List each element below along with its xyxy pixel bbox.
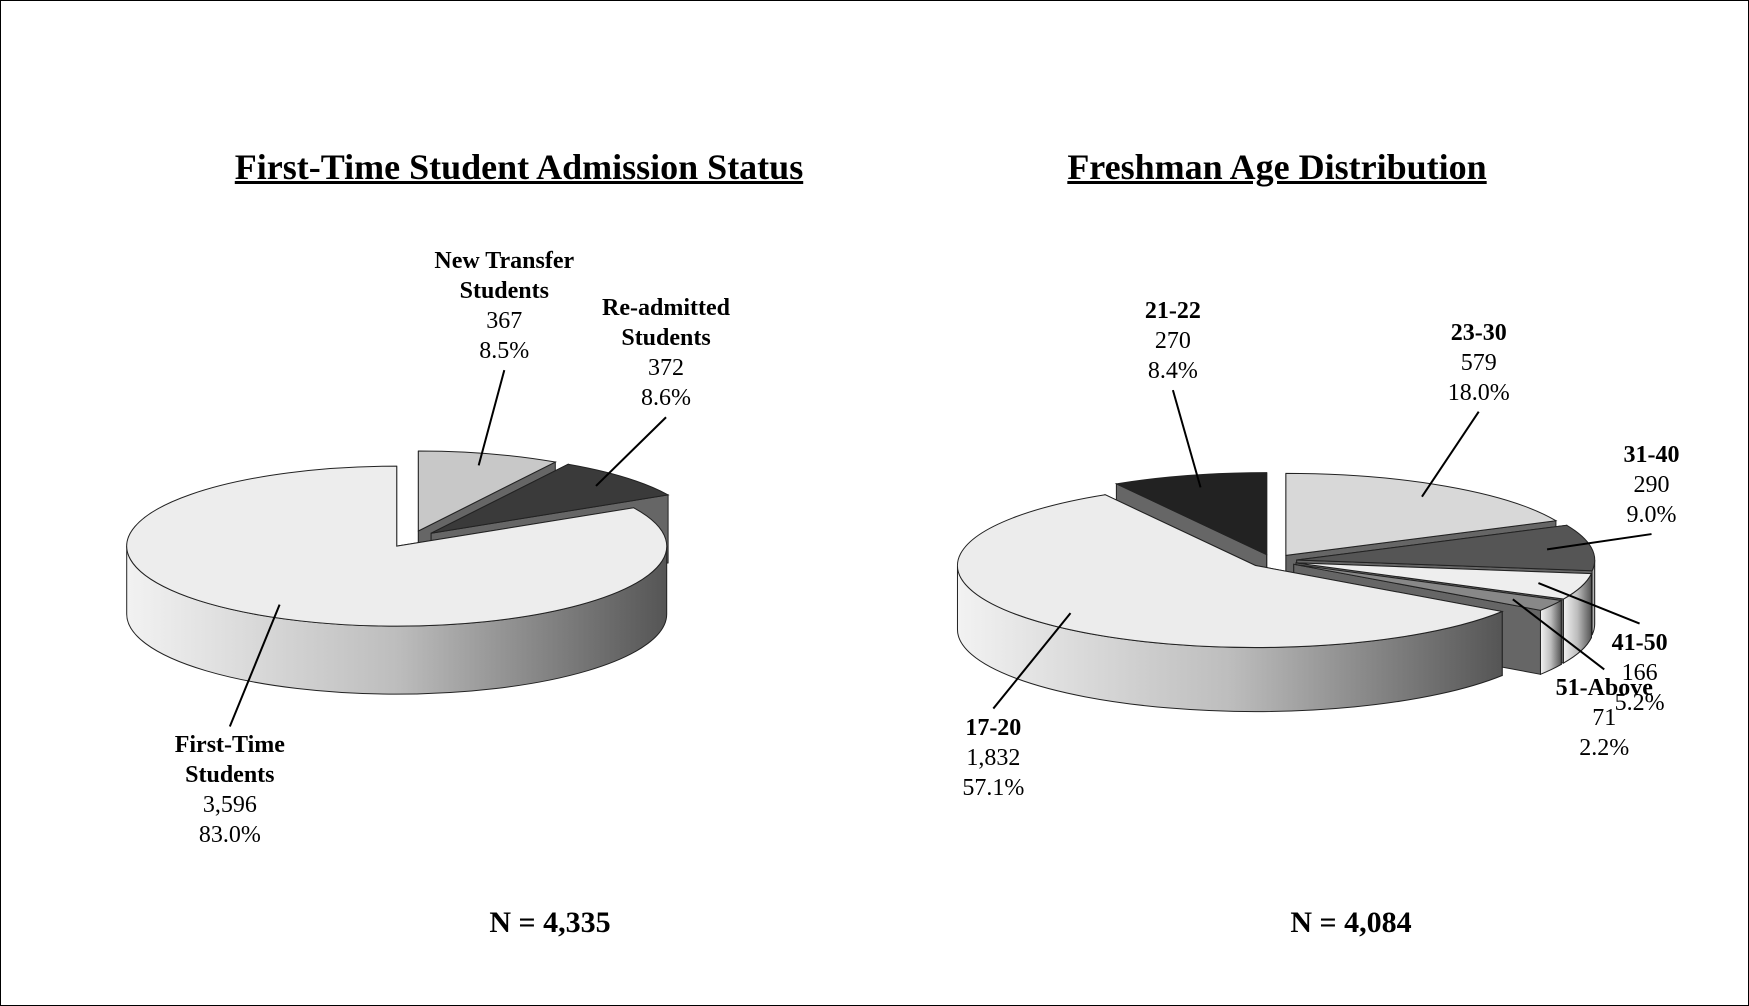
leader-line — [595, 416, 667, 487]
slice-top — [1296, 524, 1596, 572]
slice-name: 17-20 — [965, 714, 1022, 741]
slice-label: 21-22 270 8.4% — [1078, 296, 1268, 386]
leader-line — [1512, 598, 1605, 671]
leader-line — [1546, 533, 1652, 551]
slice-label: 31-40 290 9.0% — [1557, 440, 1747, 530]
slice-top — [430, 463, 670, 534]
slice-top — [126, 465, 668, 627]
slice-count: 3,596 — [202, 792, 257, 819]
n-note: N = 4,084 — [1290, 906, 1412, 939]
slice-count: 579 — [1460, 349, 1497, 376]
slice-name: 23-30 — [1450, 319, 1507, 346]
leader-line — [1421, 411, 1480, 498]
n-note: N = 4,335 — [489, 906, 611, 939]
slice-label: 41-50 166 5.2% — [1545, 628, 1735, 718]
slice-percent: 57.1% — [962, 774, 1025, 801]
slice-percent: 8.4% — [1147, 358, 1198, 385]
slice-percent: 5.2% — [1614, 689, 1665, 716]
chart-title: Freshman Age Distribution — [1067, 147, 1487, 187]
slice-top — [1114, 472, 1268, 556]
leader-line — [1171, 389, 1202, 488]
slice-label: First-Time Students 3,596 83.0% — [135, 730, 325, 850]
leader-line — [477, 369, 506, 466]
slice-percent: 18.0% — [1447, 379, 1510, 406]
slice-top — [956, 494, 1504, 648]
slice-label: 17-20 1,832 57.1% — [898, 713, 1088, 803]
slice-side — [1591, 559, 1596, 635]
slice-count: 166 — [1621, 659, 1658, 686]
slice-count: 1,832 — [966, 744, 1021, 771]
slice-count: 71 — [1592, 705, 1617, 732]
slice-name: 31-40 — [1623, 442, 1680, 469]
slice-top — [417, 450, 557, 532]
slice-name: Re-admitted Students — [602, 295, 731, 352]
pie-slice — [126, 465, 668, 695]
slice-count: 372 — [648, 355, 685, 382]
slice-label: 23-30 579 18.0% — [1384, 318, 1574, 408]
leader-line — [992, 612, 1072, 710]
slice-percent: 2.2% — [1579, 735, 1630, 762]
slice-count: 270 — [1154, 328, 1191, 355]
leader-line — [1538, 582, 1640, 625]
slice-label: New Transfer Students 367 8.5% — [409, 246, 599, 366]
slice-name: First-Time Students — [174, 732, 285, 789]
slice-label: Re-admitted Students 372 8.6% — [571, 293, 761, 413]
slice-percent: 83.0% — [198, 822, 261, 849]
chart-title: First-Time Student Admission Status — [234, 147, 804, 187]
slice-top — [1285, 472, 1558, 556]
slice-name: New Transfer Students — [434, 248, 575, 305]
slice-label: 51-Above 71 2.2% — [1509, 673, 1699, 763]
slice-count: 367 — [486, 308, 523, 335]
slice-count: 290 — [1633, 472, 1670, 499]
slice-name: 41-50 — [1611, 629, 1668, 656]
slice-percent: 8.5% — [479, 338, 530, 365]
slice-name: 51-Above — [1555, 675, 1653, 702]
pie-slice — [956, 493, 1504, 713]
slice-top — [1293, 563, 1563, 611]
leader-line — [228, 604, 281, 727]
slice-percent: 8.6% — [641, 385, 692, 412]
slice-name: 21-22 — [1144, 298, 1201, 325]
slice-top — [1295, 562, 1593, 600]
slice-percent: 9.0% — [1626, 502, 1677, 529]
